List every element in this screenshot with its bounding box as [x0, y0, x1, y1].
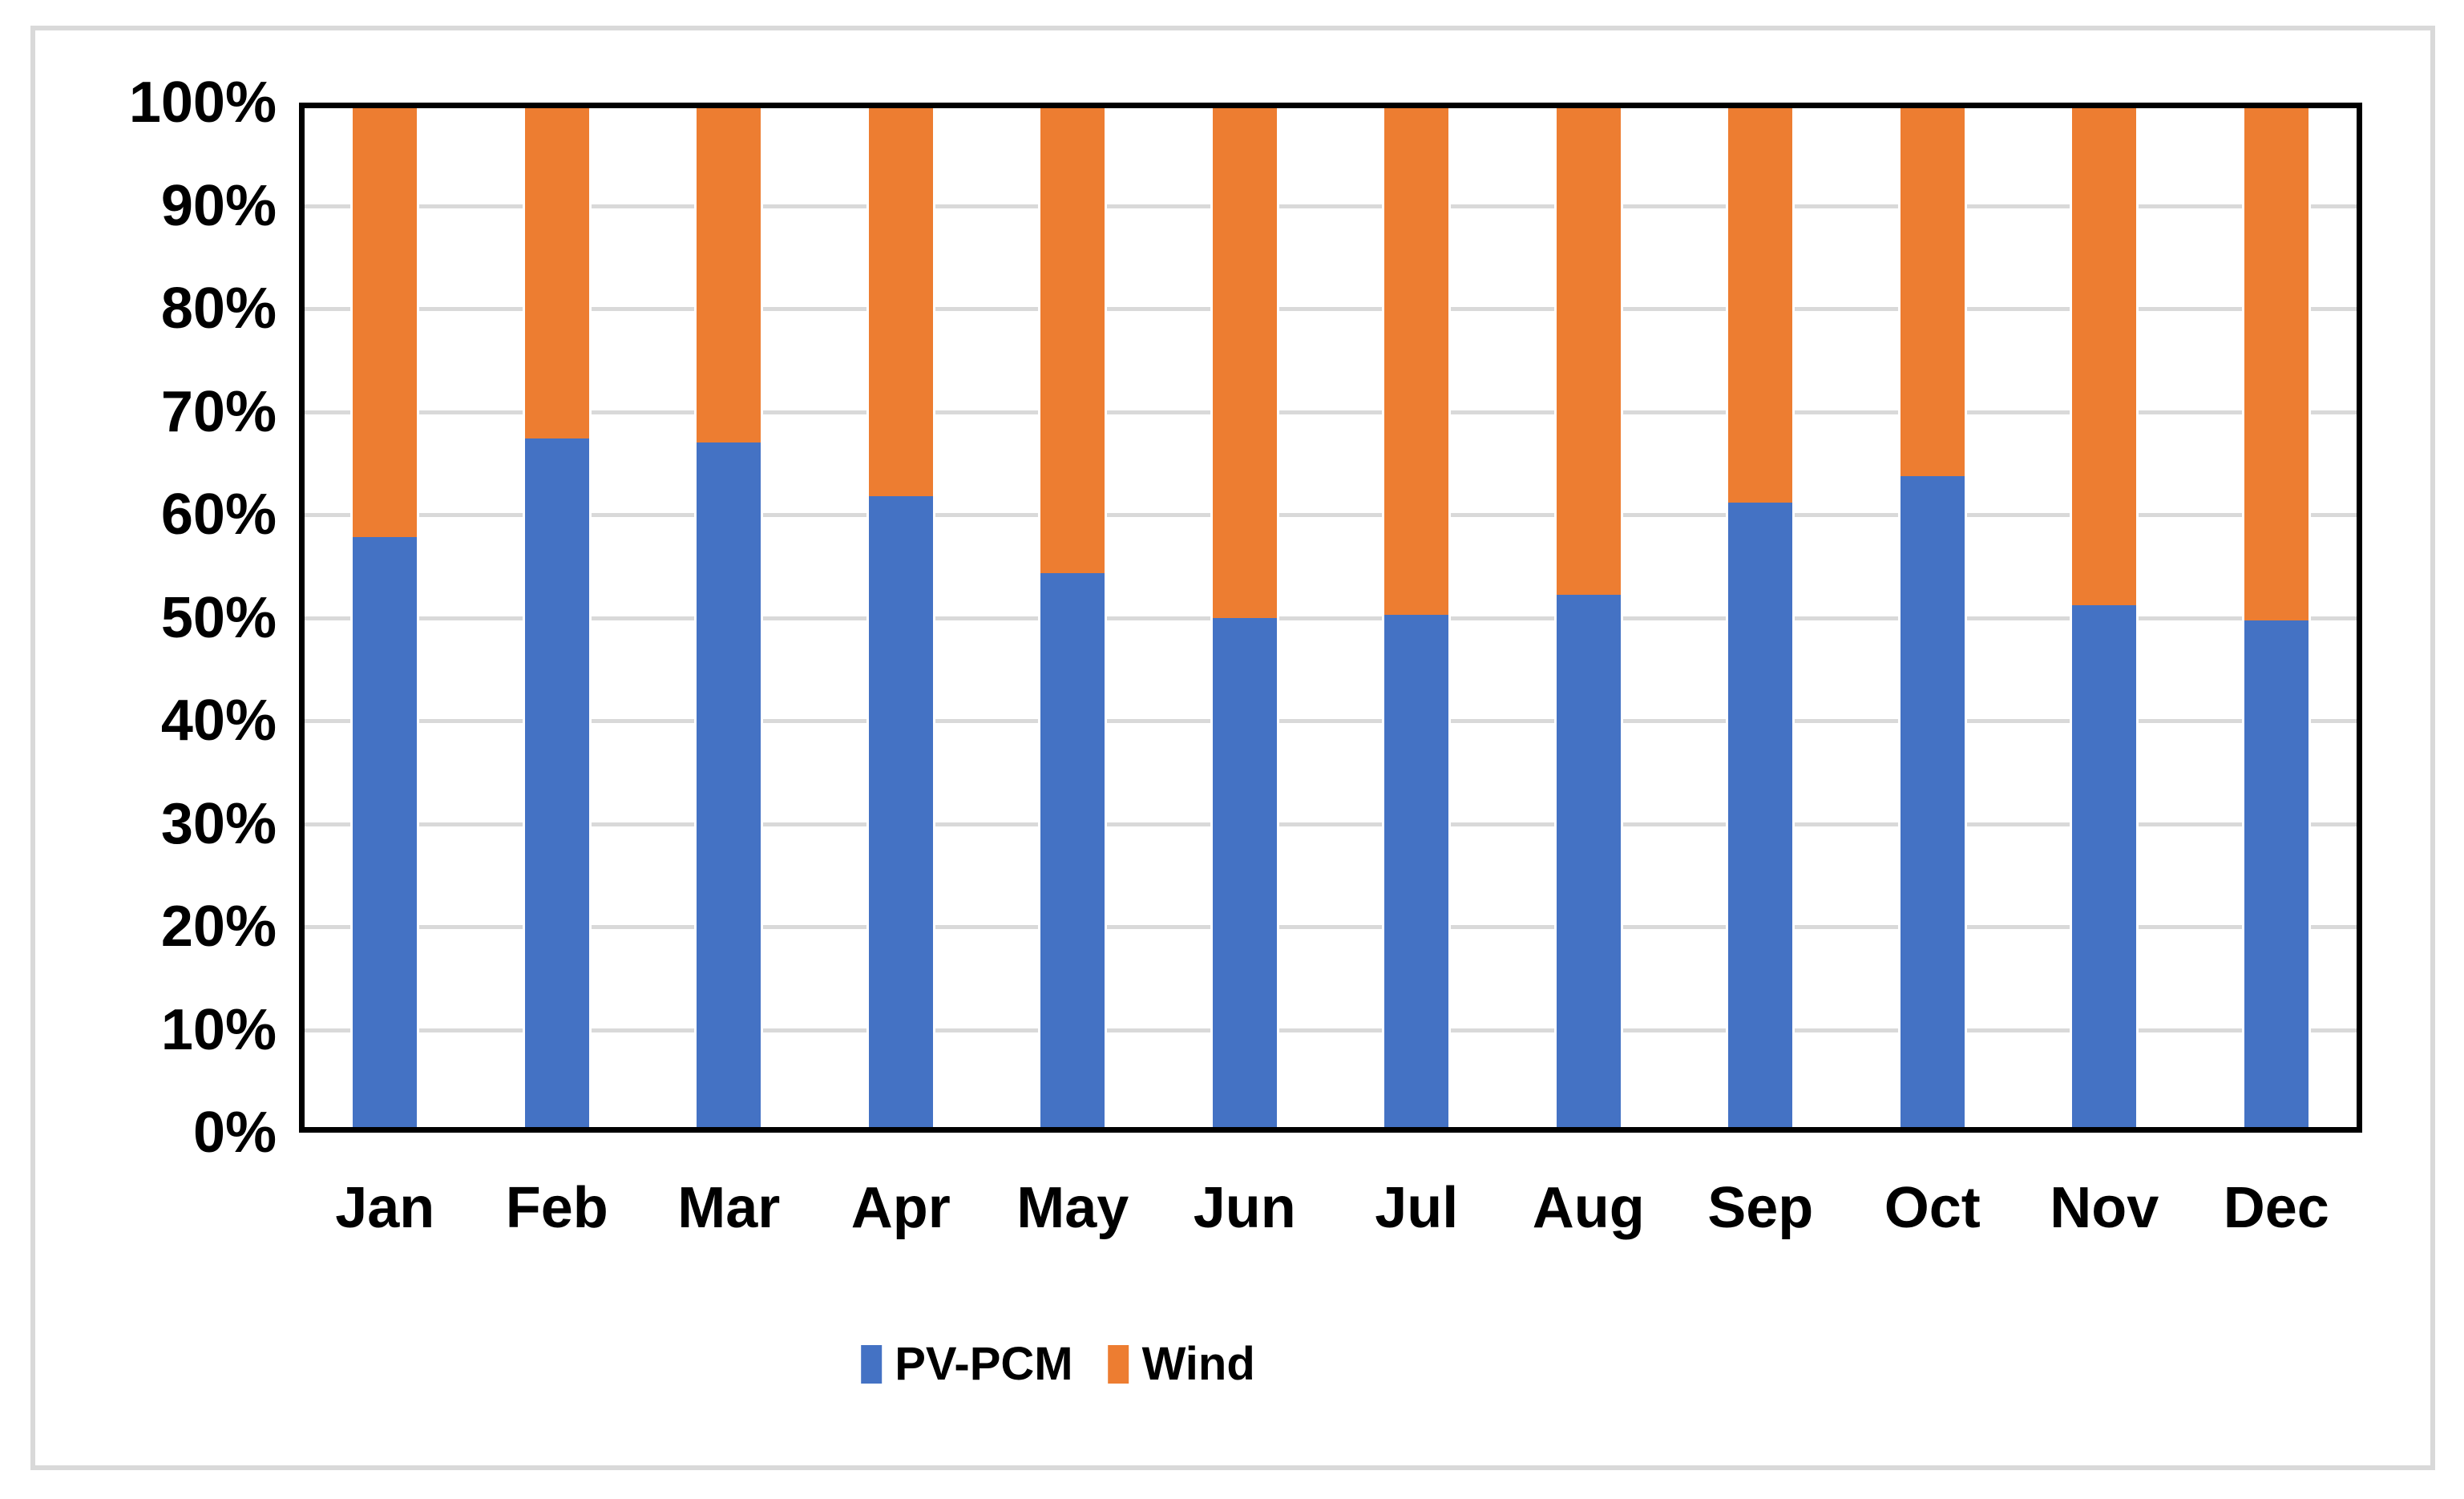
legend-label: Wind: [1141, 1338, 1255, 1390]
y-axis: 0% 10% 20% 30% 40% 50% 60% 70% 80% 90% 100%: [48, 0, 277, 1499]
bar-segment-wind: [1556, 103, 1621, 596]
bar-segment-wind: [1384, 103, 1449, 615]
legend-marker-wind: [1108, 1344, 1129, 1384]
y-tick-label: 70%: [160, 379, 277, 444]
bar-column-aug: [1553, 103, 1623, 1133]
bar-segment-wind: [2072, 103, 2137, 606]
bar-segment-pv-pcm: [1212, 617, 1277, 1133]
bar-column-apr: [866, 103, 935, 1133]
bar-segment-wind: [868, 103, 933, 496]
bar-segment-pv-pcm: [1384, 614, 1449, 1133]
x-tick-label: Feb: [505, 1176, 608, 1240]
x-tick-label: Mar: [677, 1176, 781, 1240]
y-tick-label: 30%: [160, 791, 277, 856]
bar-segment-pv-pcm: [1556, 595, 1621, 1133]
bar-column-sep: [1726, 103, 1795, 1133]
bar-segment-wind: [1212, 103, 1277, 618]
y-tick-label: 0%: [192, 1101, 277, 1165]
y-tick-label: 50%: [160, 585, 277, 650]
plot-area: [299, 103, 2362, 1133]
gridline-30pct: [299, 822, 2362, 826]
legend-item-wind: Wind: [1108, 1337, 1255, 1391]
gridline-80pct: [299, 307, 2362, 311]
x-tick-label: Aug: [1532, 1176, 1645, 1240]
gridline-60pct: [299, 513, 2362, 517]
bar-segment-pv-pcm: [2244, 620, 2308, 1133]
bar-column-may: [1038, 103, 1108, 1133]
x-tick-label: May: [1016, 1176, 1129, 1240]
bar-segment-wind: [524, 103, 589, 438]
bar-segment-wind: [353, 103, 418, 538]
y-tick-label: 40%: [160, 689, 277, 753]
x-tick-label: Jun: [1193, 1176, 1296, 1240]
bar-segment-pv-pcm: [1900, 476, 1965, 1133]
y-tick-label: 80%: [160, 277, 277, 341]
bar-segment-pv-pcm: [697, 442, 761, 1133]
bar-segment-wind: [1728, 103, 1793, 503]
gridline-40pct: [299, 719, 2362, 723]
bar-segment-pv-pcm: [868, 495, 933, 1133]
bar-column-dec: [2241, 103, 2311, 1133]
legend-label: PV-PCM: [895, 1338, 1073, 1390]
x-tick-label: Oct: [1884, 1176, 1981, 1240]
x-tick-label: Dec: [2223, 1176, 2329, 1240]
bar-column-nov: [2070, 103, 2139, 1133]
bar-column-jul: [1382, 103, 1452, 1133]
gridline-20pct: [299, 925, 2362, 929]
bar-segment-pv-pcm: [1040, 573, 1105, 1133]
gridline-90pct: [299, 204, 2362, 208]
gridline-70pct: [299, 410, 2362, 414]
x-tick-label: Jan: [335, 1176, 435, 1240]
x-tick-label: Jul: [1375, 1176, 1459, 1240]
x-tick-label: Nov: [2050, 1176, 2159, 1240]
bar-column-feb: [522, 103, 592, 1133]
bar-column-jan: [350, 103, 420, 1133]
bar-segment-pv-pcm: [524, 438, 589, 1133]
bar-segment-pv-pcm: [1728, 502, 1793, 1133]
y-tick-label: 90%: [160, 173, 277, 238]
bar-segment-wind: [1040, 103, 1105, 574]
bar-column-oct: [1897, 103, 1967, 1133]
bar-segment-pv-pcm: [2072, 605, 2137, 1133]
y-tick-label: 100%: [128, 71, 277, 135]
bar-column-jun: [1210, 103, 1279, 1133]
legend-marker-pv-pcm: [861, 1344, 883, 1384]
x-tick-label: Apr: [850, 1176, 951, 1240]
bar-segment-wind: [2244, 103, 2308, 621]
gridline-50pct: [299, 616, 2362, 620]
bar-segment-wind: [1900, 103, 1965, 477]
y-tick-label: 10%: [160, 997, 277, 1062]
legend-item-pv-pcm: PV-PCM: [861, 1337, 1073, 1391]
gridline-10pct: [299, 1028, 2362, 1032]
y-tick-label: 60%: [160, 483, 277, 547]
chart-legend: PV-PCM Wind: [861, 1337, 1255, 1391]
bar-column-mar: [694, 103, 764, 1133]
x-tick-label: Sep: [1707, 1176, 1814, 1240]
bar-segment-pv-pcm: [353, 537, 418, 1133]
y-tick-label: 20%: [160, 895, 277, 959]
bar-segment-wind: [697, 103, 761, 443]
